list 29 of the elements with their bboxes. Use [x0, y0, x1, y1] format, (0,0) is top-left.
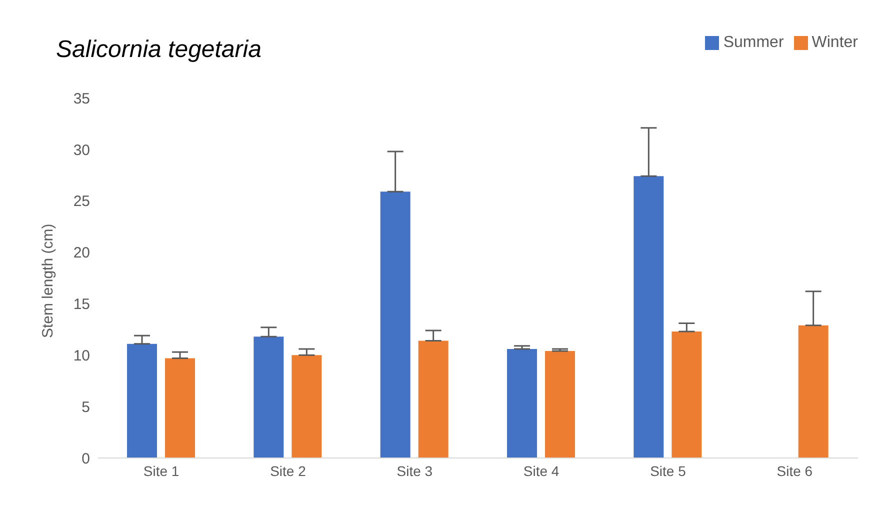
bar: [254, 336, 284, 458]
x-tick-label: Site 5: [650, 462, 686, 479]
y-tick-label: 5: [82, 398, 90, 416]
y-tick-label: 35: [73, 90, 90, 108]
legend-label: Summer: [723, 34, 784, 51]
y-tick-label: 25: [73, 193, 90, 210]
x-tick-label: Site 6: [776, 462, 813, 479]
x-tick-label: Site 3: [396, 462, 433, 479]
y-tick-label: 10: [73, 347, 90, 364]
x-tick-label: Site 2: [270, 462, 306, 479]
x-tick-label: Site 1: [143, 462, 180, 479]
bar: [380, 192, 410, 458]
y-axis-title: Stem length (cm): [39, 224, 56, 338]
bar: [634, 176, 664, 458]
legend-label: Winter: [812, 34, 858, 51]
chart-title: Salicornia tegetaria: [56, 36, 262, 64]
y-tick-label: 15: [73, 296, 90, 314]
bar: [507, 348, 537, 458]
bar: [798, 325, 828, 458]
bar: [292, 355, 322, 458]
y-tick-label: 30: [73, 142, 90, 159]
bar: [672, 331, 702, 458]
bar: [418, 340, 448, 458]
y-tick-label: 0: [82, 450, 90, 468]
bar: [127, 344, 157, 458]
x-tick-label: Site 4: [523, 462, 560, 479]
y-tick-label: 20: [73, 244, 90, 262]
bar: [165, 358, 195, 458]
bar: [545, 351, 575, 458]
